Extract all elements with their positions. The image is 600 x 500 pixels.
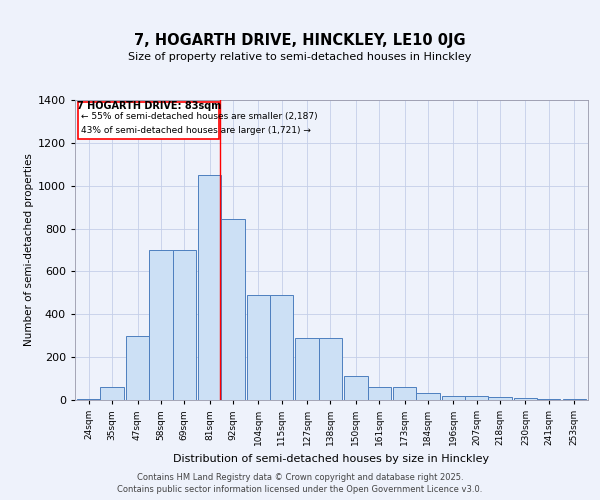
FancyBboxPatch shape — [78, 102, 219, 139]
Bar — [563, 399, 586, 400]
Bar — [295, 338, 319, 400]
Bar — [126, 336, 149, 400]
Bar — [344, 376, 368, 400]
Text: Size of property relative to semi-detached houses in Hinckley: Size of property relative to semi-detach… — [128, 52, 472, 62]
Bar — [537, 399, 560, 400]
Text: 43% of semi-detached houses are larger (1,721) →: 43% of semi-detached houses are larger (… — [82, 126, 311, 134]
Bar — [465, 396, 488, 400]
Bar — [319, 338, 342, 400]
X-axis label: Distribution of semi-detached houses by size in Hinckley: Distribution of semi-detached houses by … — [173, 454, 490, 464]
Bar — [442, 396, 465, 400]
Bar — [393, 387, 416, 400]
Bar — [198, 175, 221, 400]
Text: 7, HOGARTH DRIVE, HINCKLEY, LE10 0JG: 7, HOGARTH DRIVE, HINCKLEY, LE10 0JG — [134, 32, 466, 48]
Bar — [416, 392, 440, 400]
Bar — [100, 387, 124, 400]
Bar — [221, 219, 245, 400]
Bar — [149, 250, 173, 400]
Y-axis label: Number of semi-detached properties: Number of semi-detached properties — [23, 154, 34, 346]
Bar — [77, 399, 100, 400]
Bar — [368, 387, 391, 400]
Text: Contains HM Land Registry data © Crown copyright and database right 2025.: Contains HM Land Registry data © Crown c… — [137, 472, 463, 482]
Text: ← 55% of semi-detached houses are smaller (2,187): ← 55% of semi-detached houses are smalle… — [82, 112, 318, 121]
Bar — [514, 398, 537, 400]
Bar — [247, 295, 270, 400]
Text: Contains public sector information licensed under the Open Government Licence v3: Contains public sector information licen… — [118, 485, 482, 494]
Text: 7 HOGARTH DRIVE: 83sqm: 7 HOGARTH DRIVE: 83sqm — [77, 101, 221, 111]
Bar — [270, 295, 293, 400]
Bar — [488, 397, 512, 400]
Bar — [173, 250, 196, 400]
